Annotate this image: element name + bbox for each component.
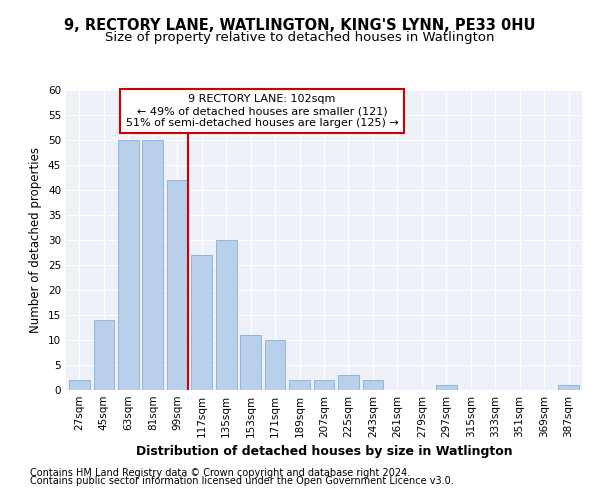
Bar — [240, 335, 261, 390]
Text: Contains HM Land Registry data © Crown copyright and database right 2024.: Contains HM Land Registry data © Crown c… — [30, 468, 410, 477]
Bar — [216, 240, 236, 390]
Bar — [69, 380, 90, 390]
Bar — [265, 340, 286, 390]
X-axis label: Distribution of detached houses by size in Watlington: Distribution of detached houses by size … — [136, 446, 512, 458]
Bar — [338, 375, 359, 390]
Bar — [167, 180, 188, 390]
Text: 9 RECTORY LANE: 102sqm
← 49% of detached houses are smaller (121)
51% of semi-de: 9 RECTORY LANE: 102sqm ← 49% of detached… — [126, 94, 398, 128]
Bar — [289, 380, 310, 390]
Bar — [558, 385, 579, 390]
Bar — [362, 380, 383, 390]
Bar — [314, 380, 334, 390]
Text: Size of property relative to detached houses in Watlington: Size of property relative to detached ho… — [105, 31, 495, 44]
Bar — [142, 140, 163, 390]
Text: 9, RECTORY LANE, WATLINGTON, KING'S LYNN, PE33 0HU: 9, RECTORY LANE, WATLINGTON, KING'S LYNN… — [64, 18, 536, 32]
Bar — [191, 255, 212, 390]
Text: Contains public sector information licensed under the Open Government Licence v3: Contains public sector information licen… — [30, 476, 454, 486]
Bar — [94, 320, 114, 390]
Y-axis label: Number of detached properties: Number of detached properties — [29, 147, 43, 333]
Bar — [118, 140, 139, 390]
Bar — [436, 385, 457, 390]
